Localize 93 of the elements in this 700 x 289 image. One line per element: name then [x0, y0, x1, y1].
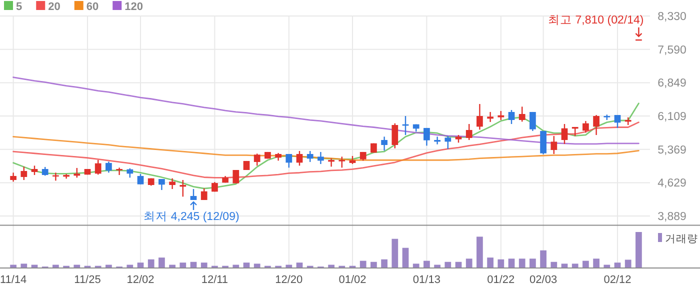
bar [392, 238, 398, 268]
candlestick [328, 158, 334, 168]
y-tick-label: 3,889 [658, 211, 686, 224]
legend-label: 거래량 [665, 233, 698, 245]
candlestick [306, 150, 314, 163]
candlestick [508, 109, 515, 125]
candlestick [106, 161, 112, 174]
candlestick [540, 130, 546, 155]
candlestick [487, 111, 494, 123]
candlestick [318, 151, 324, 165]
candlestick [381, 136, 388, 152]
candlestick [190, 188, 197, 201]
x-tick-label: 02/12 [604, 274, 632, 286]
bar [518, 258, 526, 268]
bar [498, 259, 504, 268]
x-tick-label: 12/11 [201, 274, 228, 286]
candlestick [593, 114, 600, 136]
y-tick-label: 6,849 [658, 78, 686, 90]
bar [636, 232, 642, 268]
bar [582, 260, 589, 268]
candlestick [424, 127, 430, 146]
legend-label: 5 [16, 1, 22, 13]
candlestick [444, 135, 452, 150]
candlestick [94, 159, 102, 176]
y-tick-label: 5,369 [658, 144, 686, 156]
bar [254, 264, 260, 268]
candlestick [498, 110, 504, 121]
candlestick [582, 120, 589, 134]
bar [360, 260, 366, 268]
x-tick-label: 02/03 [530, 274, 558, 286]
candlestick [158, 178, 165, 191]
candlestick [530, 111, 536, 132]
candlestick [338, 156, 346, 168]
candlestick [31, 165, 38, 176]
candlestick [10, 172, 16, 182]
annotation: 최고 7,810 (02/14) [548, 14, 644, 26]
bar [424, 260, 430, 268]
x-tick-label: 01/13 [412, 274, 440, 286]
bar [593, 258, 600, 268]
bar [370, 262, 377, 268]
candlestick [254, 153, 260, 166]
x-tick-label: 11/14 [0, 274, 27, 286]
candlestick [137, 173, 144, 185]
candlestick [232, 169, 240, 184]
x-tick-label: 12/20 [275, 274, 303, 286]
legend-label: 20 [48, 1, 60, 13]
bar [158, 258, 165, 268]
bar [180, 262, 186, 268]
candlestick [126, 168, 134, 178]
candlestick [434, 136, 440, 145]
candlestick [476, 103, 483, 130]
y-tick-label: 4,629 [658, 178, 686, 190]
x-tick-label: 01/22 [487, 274, 515, 286]
candlestick [296, 150, 303, 166]
bar [200, 262, 208, 268]
bar [487, 258, 494, 268]
candlestick [20, 166, 28, 181]
x-tick-label: 01/02 [338, 274, 366, 286]
y-tick-label: 6,109 [658, 111, 686, 124]
candlestick [614, 114, 621, 129]
candlestick [518, 106, 526, 122]
bar [540, 250, 546, 268]
bar [402, 248, 409, 268]
bar [572, 264, 578, 268]
bar [148, 259, 154, 268]
x-tick-label: 12/02 [126, 274, 154, 286]
legend-label: 120 [124, 1, 143, 13]
candlestick [180, 179, 186, 198]
bar [412, 264, 420, 268]
line-series [12, 102, 640, 190]
candlestick [286, 153, 292, 168]
bar [466, 258, 472, 268]
bar [550, 262, 558, 268]
x-tick-label: 11/25 [74, 274, 101, 286]
candlestick [561, 123, 568, 145]
candlestick [169, 178, 176, 190]
candlestick [74, 167, 80, 178]
bar [530, 258, 536, 268]
candlestick [466, 123, 472, 141]
bar [508, 258, 515, 268]
y-tick-label: 8,330 [658, 11, 686, 23]
candlestick [550, 135, 558, 155]
bar [444, 262, 452, 268]
candlestick [200, 188, 208, 201]
legend-label: 60 [86, 1, 99, 13]
y-tick-label: 7,590 [658, 44, 686, 56]
annotation: 최저 4,245 (12/09) [144, 210, 240, 223]
candlestick [392, 122, 398, 149]
bar [20, 264, 28, 268]
bar [624, 260, 632, 268]
bar [381, 259, 388, 268]
bar [476, 236, 483, 268]
candlestick [116, 167, 122, 176]
